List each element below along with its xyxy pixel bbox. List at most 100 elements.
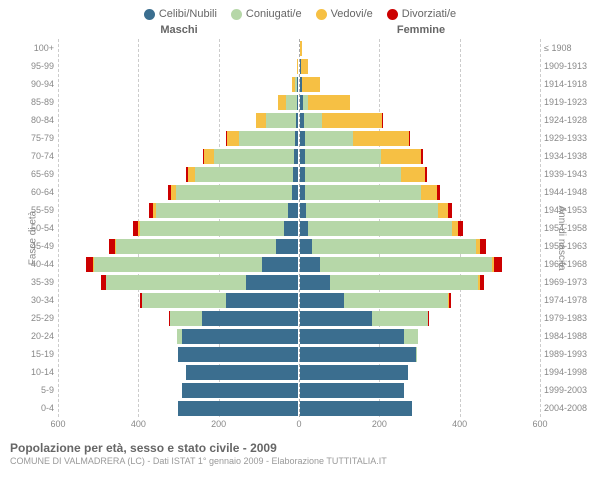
segment: [182, 383, 298, 398]
pyramid-row: 25-291979-1983: [58, 309, 540, 327]
segment: [300, 383, 404, 398]
age-label: 40-44: [20, 259, 54, 269]
bar-male: [58, 275, 298, 290]
birth-label: 1909-1913: [544, 61, 598, 71]
segment: [262, 257, 298, 272]
bar-female: [300, 275, 540, 290]
pyramid-row: 0-42004-2008: [58, 399, 540, 417]
legend-item: Coniugati/e: [231, 8, 302, 20]
segment: [182, 329, 298, 344]
segment: [297, 59, 298, 74]
segment: [106, 275, 246, 290]
age-label: 60-64: [20, 187, 54, 197]
legend-swatch: [316, 9, 327, 20]
pyramid-row: 75-791929-1933: [58, 129, 540, 147]
bar-male: [58, 293, 298, 308]
pyramid-row: 50-541954-1958: [58, 219, 540, 237]
segment: [156, 203, 288, 218]
legend-item: Vedovi/e: [316, 8, 373, 20]
segment: [297, 95, 298, 110]
segment: [308, 95, 350, 110]
pyramid-row: 20-241984-1988: [58, 327, 540, 345]
segment: [288, 203, 298, 218]
birth-label: 1944-1948: [544, 187, 598, 197]
segment: [330, 275, 478, 290]
segment: [494, 257, 501, 272]
bar-female: [300, 365, 540, 380]
birth-label: 1984-1988: [544, 331, 598, 341]
bar-male: [58, 383, 298, 398]
age-label: 5-9: [20, 385, 54, 395]
segment: [401, 167, 425, 182]
pyramid-row: 15-191989-1993: [58, 345, 540, 363]
x-tick: 400: [452, 419, 467, 429]
segment: [204, 149, 214, 164]
segment: [449, 293, 451, 308]
bar-female: [300, 329, 540, 344]
pyramid-rows: 100+≤ 190895-991909-191390-941914-191885…: [58, 39, 540, 417]
segment: [353, 131, 409, 146]
segment: [227, 131, 239, 146]
segment: [142, 293, 226, 308]
segment: [300, 329, 404, 344]
segment: [284, 221, 298, 236]
segment: [344, 293, 448, 308]
bar-female: [300, 95, 540, 110]
bar-female: [300, 257, 540, 272]
segment: [308, 221, 452, 236]
pyramid-row: 45-491959-1963: [58, 237, 540, 255]
segment: [140, 221, 284, 236]
segment: [409, 131, 410, 146]
legend-label: Vedovi/e: [331, 8, 373, 20]
x-tick: 0: [296, 419, 301, 429]
pyramid-row: 80-841924-1928: [58, 111, 540, 129]
age-label: 50-54: [20, 223, 54, 233]
segment: [300, 275, 330, 290]
birth-label: 1954-1958: [544, 223, 598, 233]
segment: [300, 41, 302, 56]
bar-male: [58, 185, 298, 200]
bar-female: [300, 293, 540, 308]
segment: [300, 401, 412, 416]
bar-male: [58, 239, 298, 254]
segment: [186, 365, 298, 380]
age-label: 90-94: [20, 79, 54, 89]
birth-label: 1979-1983: [544, 313, 598, 323]
segment: [416, 347, 417, 362]
birth-label: ≤ 1908: [544, 43, 598, 53]
segment: [300, 311, 372, 326]
legend-label: Celibi/Nubili: [159, 8, 217, 20]
age-label: 85-89: [20, 97, 54, 107]
segment: [382, 113, 383, 128]
segment: [322, 113, 382, 128]
bar-female: [300, 347, 540, 362]
y-left-axis-title: Fasce di età: [28, 211, 39, 265]
bar-male: [58, 329, 298, 344]
age-label: 30-34: [20, 295, 54, 305]
bar-male: [58, 401, 298, 416]
bar-female: [300, 401, 540, 416]
segment: [293, 167, 298, 182]
pyramid-row: 65-691939-1943: [58, 165, 540, 183]
legend: Celibi/NubiliConiugati/eVedovi/eDivorzia…: [0, 0, 600, 24]
header-female: Femmine: [302, 24, 540, 36]
pyramid-row: 90-941914-1918: [58, 75, 540, 93]
pyramid-row: 60-641944-1948: [58, 183, 540, 201]
segment: [294, 149, 298, 164]
birth-label: 1914-1918: [544, 79, 598, 89]
bar-male: [58, 149, 298, 164]
birth-label: 1994-1998: [544, 367, 598, 377]
segment: [178, 401, 298, 416]
age-label: 80-84: [20, 115, 54, 125]
segment: [226, 293, 298, 308]
birth-label: 1974-1978: [544, 295, 598, 305]
segment: [458, 221, 463, 236]
segment: [404, 329, 418, 344]
bar-female: [300, 167, 540, 182]
birth-label: 2004-2008: [544, 403, 598, 413]
segment: [320, 257, 492, 272]
chart-area: Fasce di età Anni di nascita 100+≤ 19089…: [0, 39, 600, 437]
segment: [306, 203, 438, 218]
pyramid-row: 5-91999-2003: [58, 381, 540, 399]
bar-male: [58, 311, 298, 326]
